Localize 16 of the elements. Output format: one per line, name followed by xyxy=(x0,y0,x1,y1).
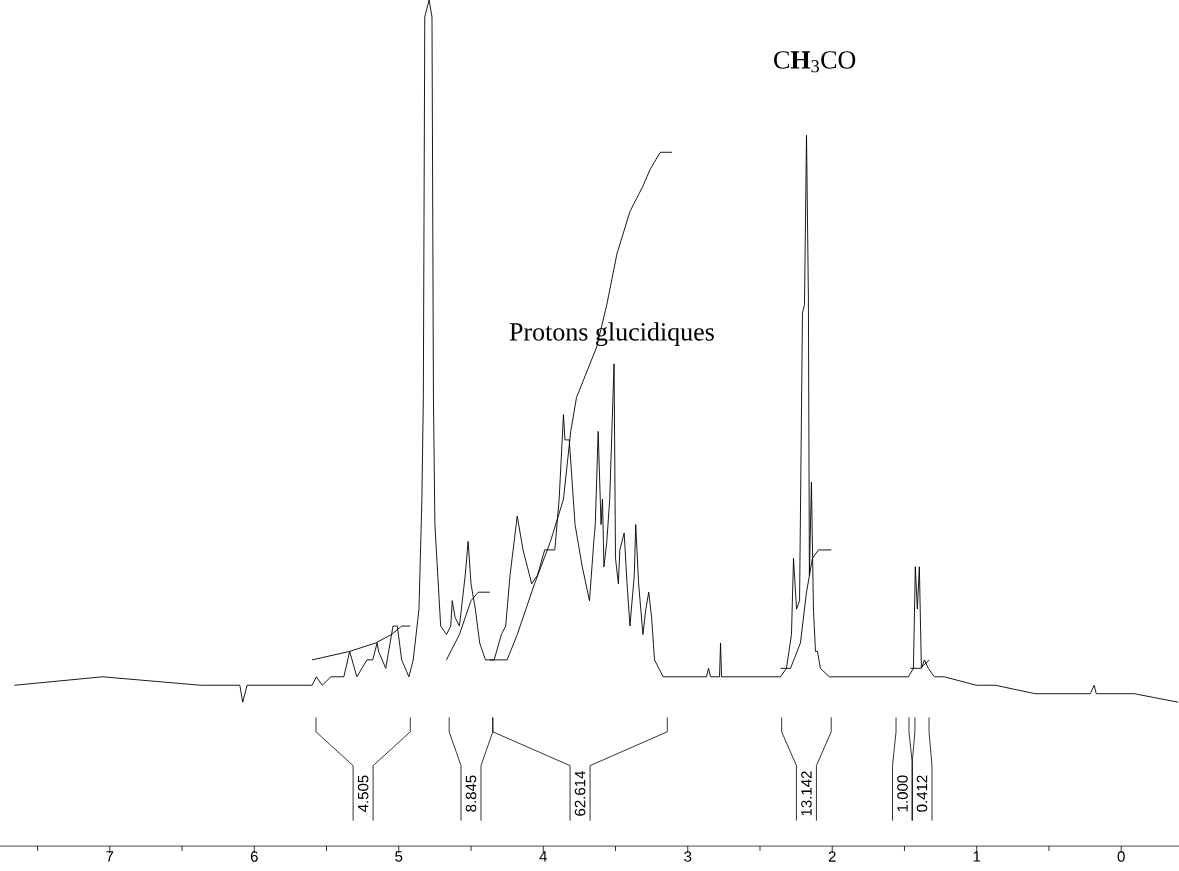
annotation: 8.845 xyxy=(465,775,477,812)
x-tick-label: 7 xyxy=(106,851,114,862)
x-tick-label: 4 xyxy=(539,851,547,862)
annotation: 1.000 xyxy=(897,775,908,812)
x-tick-label: 0 xyxy=(1117,851,1125,862)
annotation: 62.614 xyxy=(574,771,586,816)
x-tick-label: 5 xyxy=(395,851,403,862)
x-tick-label: 3 xyxy=(684,851,692,862)
x-tick-label: 2 xyxy=(828,851,836,862)
annotation: 0.412 xyxy=(916,775,928,812)
x-tick-label: 1 xyxy=(973,851,981,862)
annotation: CH$_{3}$CO xyxy=(774,51,856,73)
annotation: 4.505 xyxy=(357,775,369,812)
annotation: Protons glucidiques xyxy=(509,322,714,346)
x-tick-label: 6 xyxy=(250,851,258,862)
annotation: 13.142 xyxy=(801,771,812,816)
